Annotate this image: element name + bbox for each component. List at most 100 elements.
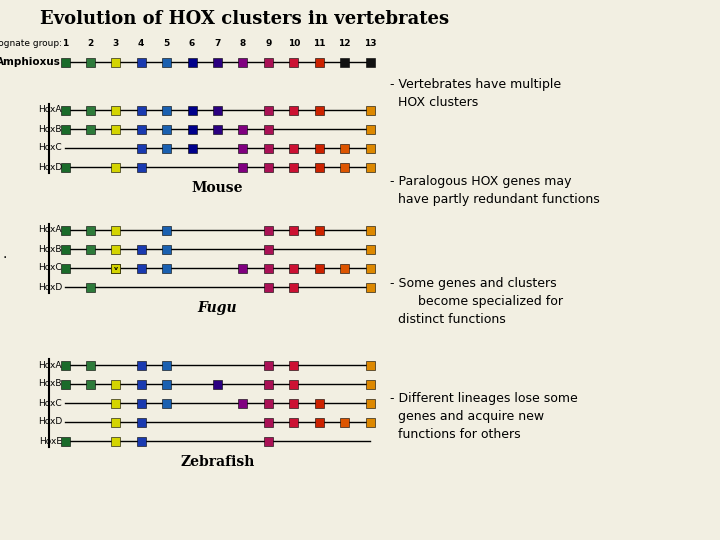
Text: HoxE: HoxE xyxy=(39,436,62,446)
FancyBboxPatch shape xyxy=(264,282,273,292)
FancyBboxPatch shape xyxy=(162,125,171,133)
FancyBboxPatch shape xyxy=(213,125,222,133)
Text: - Paralogous HOX genes may
  have partly redundant functions: - Paralogous HOX genes may have partly r… xyxy=(390,175,600,206)
Text: - Some genes and clusters
       become specialized for
  distinct functions: - Some genes and clusters become special… xyxy=(390,277,563,326)
FancyBboxPatch shape xyxy=(112,417,120,427)
FancyBboxPatch shape xyxy=(86,57,95,66)
FancyBboxPatch shape xyxy=(60,226,70,234)
Text: 4: 4 xyxy=(138,38,145,48)
FancyBboxPatch shape xyxy=(315,226,324,234)
FancyBboxPatch shape xyxy=(366,105,374,114)
Text: 8: 8 xyxy=(240,38,246,48)
FancyBboxPatch shape xyxy=(264,57,273,66)
Text: 3: 3 xyxy=(113,38,119,48)
FancyBboxPatch shape xyxy=(289,361,298,369)
FancyBboxPatch shape xyxy=(112,105,120,114)
Text: HoxC: HoxC xyxy=(38,399,62,408)
FancyBboxPatch shape xyxy=(112,163,120,172)
FancyBboxPatch shape xyxy=(112,245,120,253)
FancyBboxPatch shape xyxy=(238,163,248,172)
FancyBboxPatch shape xyxy=(86,125,95,133)
FancyBboxPatch shape xyxy=(340,163,349,172)
FancyBboxPatch shape xyxy=(60,264,70,273)
FancyBboxPatch shape xyxy=(340,57,349,66)
Text: 9: 9 xyxy=(265,38,271,48)
FancyBboxPatch shape xyxy=(162,245,171,253)
FancyBboxPatch shape xyxy=(289,144,298,152)
FancyBboxPatch shape xyxy=(315,163,324,172)
FancyBboxPatch shape xyxy=(137,436,145,446)
FancyBboxPatch shape xyxy=(366,282,374,292)
FancyBboxPatch shape xyxy=(340,264,349,273)
FancyBboxPatch shape xyxy=(112,436,120,446)
FancyBboxPatch shape xyxy=(60,163,70,172)
Text: 11: 11 xyxy=(313,38,325,48)
FancyBboxPatch shape xyxy=(86,282,95,292)
FancyBboxPatch shape xyxy=(238,399,248,408)
FancyBboxPatch shape xyxy=(315,57,324,66)
FancyBboxPatch shape xyxy=(112,264,120,273)
FancyBboxPatch shape xyxy=(162,380,171,388)
FancyBboxPatch shape xyxy=(112,57,120,66)
FancyBboxPatch shape xyxy=(264,436,273,446)
FancyBboxPatch shape xyxy=(137,144,145,152)
Text: Evolution of HOX clusters in vertebrates: Evolution of HOX clusters in vertebrates xyxy=(40,10,449,28)
FancyBboxPatch shape xyxy=(60,380,70,388)
Text: HoxD: HoxD xyxy=(37,417,62,427)
FancyBboxPatch shape xyxy=(264,226,273,234)
FancyBboxPatch shape xyxy=(315,399,324,408)
FancyBboxPatch shape xyxy=(289,417,298,427)
FancyBboxPatch shape xyxy=(137,417,145,427)
Text: HoxA: HoxA xyxy=(38,105,62,114)
FancyBboxPatch shape xyxy=(60,361,70,369)
Text: HoxC: HoxC xyxy=(38,264,62,273)
FancyBboxPatch shape xyxy=(162,264,171,273)
FancyBboxPatch shape xyxy=(366,380,374,388)
FancyBboxPatch shape xyxy=(238,144,248,152)
FancyBboxPatch shape xyxy=(289,163,298,172)
Text: Fugu: Fugu xyxy=(198,301,238,315)
FancyBboxPatch shape xyxy=(264,163,273,172)
Text: 13: 13 xyxy=(364,38,377,48)
FancyBboxPatch shape xyxy=(264,125,273,133)
Text: HoxD: HoxD xyxy=(37,163,62,172)
Text: HoxD: HoxD xyxy=(37,282,62,292)
FancyBboxPatch shape xyxy=(86,245,95,253)
FancyBboxPatch shape xyxy=(264,144,273,152)
FancyBboxPatch shape xyxy=(264,264,273,273)
Text: HoxC: HoxC xyxy=(38,144,62,152)
FancyBboxPatch shape xyxy=(112,380,120,388)
FancyBboxPatch shape xyxy=(264,399,273,408)
Text: HoxB: HoxB xyxy=(38,380,62,388)
FancyBboxPatch shape xyxy=(315,417,324,427)
FancyBboxPatch shape xyxy=(213,57,222,66)
FancyBboxPatch shape xyxy=(188,105,197,114)
FancyBboxPatch shape xyxy=(60,105,70,114)
FancyBboxPatch shape xyxy=(137,245,145,253)
FancyBboxPatch shape xyxy=(264,245,273,253)
FancyBboxPatch shape xyxy=(366,125,374,133)
FancyBboxPatch shape xyxy=(162,399,171,408)
FancyBboxPatch shape xyxy=(188,144,197,152)
FancyBboxPatch shape xyxy=(137,380,145,388)
FancyBboxPatch shape xyxy=(289,105,298,114)
FancyBboxPatch shape xyxy=(366,399,374,408)
FancyBboxPatch shape xyxy=(289,380,298,388)
Text: 6: 6 xyxy=(189,38,195,48)
FancyBboxPatch shape xyxy=(112,125,120,133)
FancyBboxPatch shape xyxy=(366,264,374,273)
FancyBboxPatch shape xyxy=(137,264,145,273)
FancyBboxPatch shape xyxy=(137,399,145,408)
FancyBboxPatch shape xyxy=(289,57,298,66)
Text: - Vertebrates have multiple
  HOX clusters: - Vertebrates have multiple HOX clusters xyxy=(390,78,561,109)
FancyBboxPatch shape xyxy=(315,144,324,152)
Text: 10: 10 xyxy=(287,38,300,48)
FancyBboxPatch shape xyxy=(112,399,120,408)
FancyBboxPatch shape xyxy=(366,417,374,427)
FancyBboxPatch shape xyxy=(137,163,145,172)
FancyBboxPatch shape xyxy=(340,144,349,152)
FancyBboxPatch shape xyxy=(86,105,95,114)
FancyBboxPatch shape xyxy=(213,105,222,114)
FancyBboxPatch shape xyxy=(264,380,273,388)
Text: Mouse: Mouse xyxy=(192,181,243,195)
